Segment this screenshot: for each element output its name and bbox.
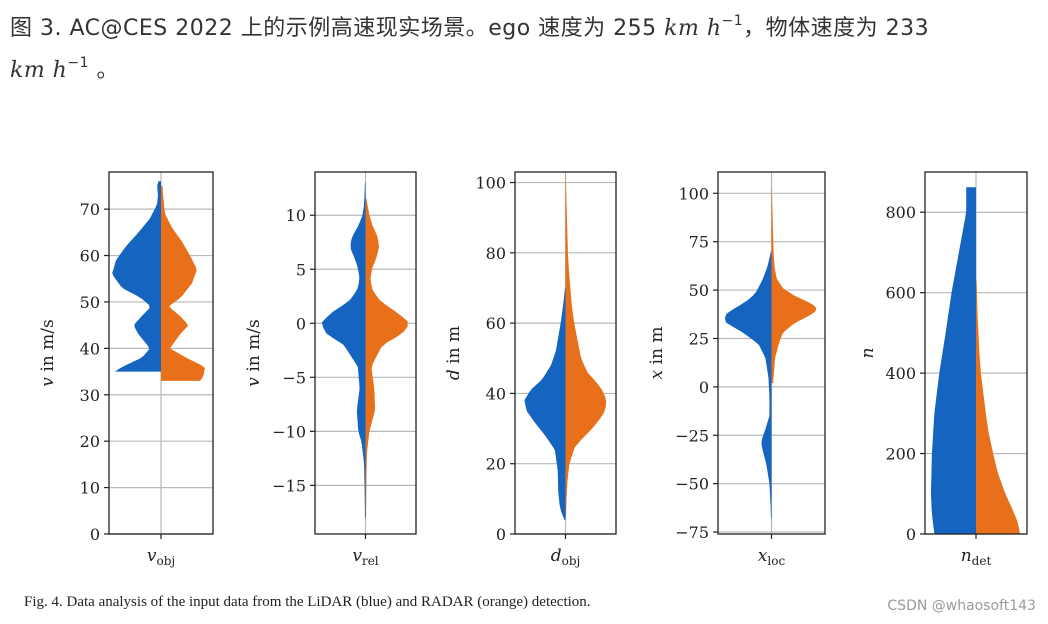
ytick-label-1-4: 40 xyxy=(80,339,100,358)
ytick-label-4-0: −75 xyxy=(675,523,709,542)
radar-violin-2 xyxy=(365,199,408,518)
chinese-caption: 图 3. AC@CES 2022 上的示例高速现实场景。ego 速度为 255 … xyxy=(10,8,1040,92)
ylabel-var-4: x xyxy=(647,369,667,379)
xtick-label-2: vrel xyxy=(352,546,378,568)
xtick-main-1: v xyxy=(147,546,157,566)
ytick-label-4-7: 100 xyxy=(678,184,709,203)
ylabel-var-5: n xyxy=(858,348,878,359)
caption-unit-a: km h xyxy=(664,16,722,41)
xtick-sub-4: loc xyxy=(767,554,785,568)
ylabel-var-3: d xyxy=(444,369,464,380)
radar-violin-1 xyxy=(161,185,205,381)
watermark: CSDN @whaosoft143 xyxy=(887,598,1036,614)
caption-prefix: 图 3. AC@CES 2022 上的示例高速现实场景。ego 速度为 255 xyxy=(10,16,657,41)
ytick-label-5-0: 0 xyxy=(906,525,916,544)
ytick-label-5-1: 200 xyxy=(885,445,916,464)
lidar-violin-2 xyxy=(321,182,366,518)
lidar-violin-3 xyxy=(524,287,566,520)
radar-violin-4 xyxy=(771,187,817,384)
ytick-label-2-0: −15 xyxy=(272,476,306,495)
xtick-label-5: ndet xyxy=(961,546,992,568)
xtick-label-3: dobj xyxy=(551,546,581,568)
ylabel-unit-3: in m xyxy=(444,326,464,369)
caption-exp-b: −1 xyxy=(67,55,89,71)
ytick-label-4-2: −25 xyxy=(675,426,709,445)
caption-exp-a: −1 xyxy=(721,13,744,29)
ytick-label-2-2: −5 xyxy=(282,368,306,387)
ytick-label-4-3: 0 xyxy=(699,378,709,397)
ytick-label-3-2: 40 xyxy=(486,384,506,403)
ytick-label-5-4: 800 xyxy=(885,203,916,222)
xtick-label-4: xloc xyxy=(758,546,786,568)
ylabel-4: x in m xyxy=(647,327,667,380)
ytick-label-4-4: 25 xyxy=(689,329,709,348)
ytick-label-4-5: 50 xyxy=(689,281,709,300)
ytick-label-1-6: 60 xyxy=(80,247,100,266)
ytick-label-5-3: 600 xyxy=(885,284,916,303)
xtick-sub-1: obj xyxy=(156,554,175,568)
xtick-main-4: x xyxy=(758,546,768,566)
ylabel-var-2: v xyxy=(244,377,264,387)
ytick-label-4-1: −50 xyxy=(675,475,709,494)
caption-suffix: 。 xyxy=(89,58,119,83)
ylabel-unit-1: in m/s xyxy=(38,319,58,377)
caption-unit-b: km h xyxy=(10,58,68,83)
ytick-label-1-7: 70 xyxy=(80,200,100,219)
ytick-label-3-5: 100 xyxy=(475,174,506,193)
xtick-label-1: vobj xyxy=(147,546,175,568)
xtick-main-2: v xyxy=(352,546,362,566)
xtick-sub-5: det xyxy=(972,554,992,568)
ylabel-1: v in m/s xyxy=(38,319,58,386)
xtick-main-3: d xyxy=(551,546,562,566)
ytick-label-1-0: 0 xyxy=(90,525,100,544)
ytick-label-2-5: 10 xyxy=(286,206,306,225)
caption-middle: ，物体速度为 233 xyxy=(743,16,930,41)
lidar-violin-4 xyxy=(724,251,772,519)
ytick-label-3-3: 60 xyxy=(486,314,506,333)
ylabel-unit-4: in m xyxy=(647,327,667,370)
radar-violin-3 xyxy=(565,172,607,517)
ylabel-5: n xyxy=(858,348,878,359)
ytick-label-2-1: −10 xyxy=(272,422,306,441)
figure-caption: Fig. 4. Data analysis of the input data … xyxy=(24,594,591,610)
xtick-main-5: n xyxy=(961,546,972,566)
lidar-violin-5 xyxy=(930,187,976,534)
xtick-sub-3: obj xyxy=(562,554,581,568)
ytick-label-2-3: 0 xyxy=(296,314,306,333)
ytick-label-2-4: 5 xyxy=(296,260,306,279)
lidar-violin-1 xyxy=(112,181,161,372)
ylabel-unit-2: in m/s xyxy=(244,319,264,377)
ytick-label-5-2: 400 xyxy=(885,364,916,383)
ytick-label-1-1: 10 xyxy=(80,479,100,498)
ylabel-3: d in m xyxy=(444,326,464,380)
ytick-label-1-3: 30 xyxy=(80,386,100,405)
ylabel-var-1: v xyxy=(38,377,58,387)
radar-violin-5 xyxy=(976,279,1021,534)
xtick-sub-2: rel xyxy=(362,554,379,568)
ytick-label-3-0: 0 xyxy=(496,525,506,544)
ylabel-2: v in m/s xyxy=(244,319,264,386)
ytick-label-4-6: 75 xyxy=(689,233,709,252)
ytick-label-3-1: 20 xyxy=(486,455,506,474)
ytick-label-3-4: 80 xyxy=(486,244,506,263)
ytick-label-1-5: 50 xyxy=(80,293,100,312)
ytick-label-1-2: 20 xyxy=(80,432,100,451)
